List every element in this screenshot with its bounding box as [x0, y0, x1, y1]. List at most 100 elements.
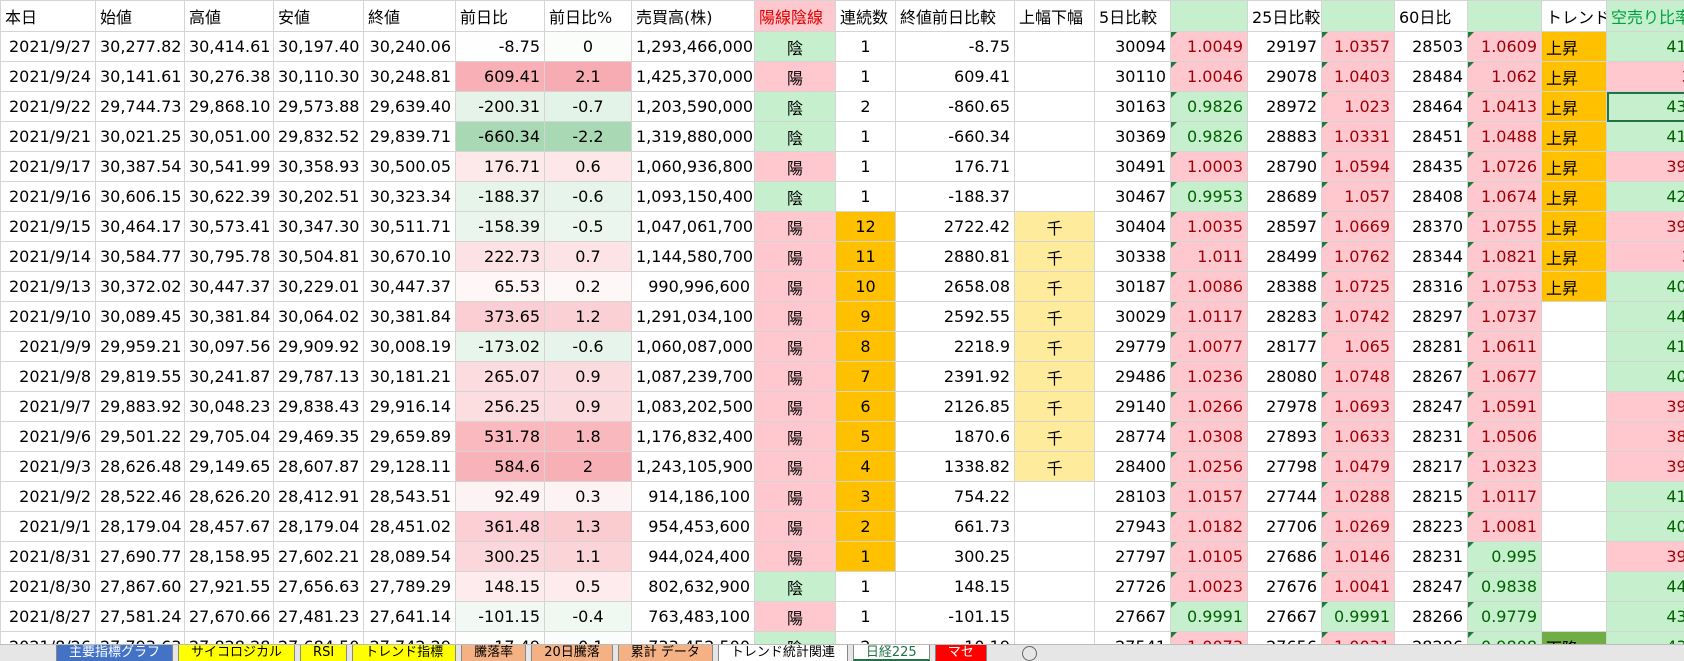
cell: 千 — [1015, 332, 1095, 362]
cell: 1 — [836, 542, 896, 572]
cell: 30369 — [1095, 122, 1171, 152]
cell: 29,838.43 — [274, 392, 364, 422]
cell: -8.75 — [456, 32, 545, 62]
cell: 28316 — [1395, 272, 1468, 302]
cell: 1.0035 — [1171, 212, 1248, 242]
cell: 1 — [836, 62, 896, 92]
cell: 7 — [836, 362, 896, 392]
column-header: 陽線陰線 — [755, 1, 836, 32]
cell: 陽 — [755, 212, 836, 242]
cell: 65.53 — [456, 272, 545, 302]
cell: 584.6 — [456, 452, 545, 482]
sheet-tab[interactable]: トレンド統計関連 — [718, 645, 848, 661]
sheet-tab[interactable]: 騰落率 — [461, 645, 526, 661]
cell: 27,793.63 — [96, 632, 185, 645]
cell: 陽 — [755, 302, 836, 332]
cell: 28,607.87 — [274, 452, 364, 482]
cell: 30,323.34 — [364, 182, 456, 212]
cell: 2 — [836, 632, 896, 645]
cell: 30,064.02 — [274, 302, 364, 332]
cell: 1,293,466,000 — [632, 32, 755, 62]
cell: 30,240.06 — [364, 32, 456, 62]
cell: 千 — [1015, 242, 1095, 272]
cell: 30,141.61 — [96, 62, 185, 92]
cell: 44.8 — [1607, 572, 1684, 602]
cell: -101.15 — [896, 602, 1015, 632]
cell: 30,387.54 — [96, 152, 185, 182]
sheet-tab[interactable]: サイコロジカル — [178, 645, 295, 661]
cell: 2021/9/10 — [1, 302, 96, 332]
cell: 0.7 — [545, 242, 632, 272]
cell: 40.1 — [1607, 362, 1684, 392]
add-sheet-button[interactable] — [1022, 646, 1037, 661]
sheet-tab-bar: 主要指標グラフサイコロジカル RSI トレンド指標騰落率 20日騰落累計 データトレン… — [0, 644, 1684, 661]
cell: 0.9 — [545, 392, 632, 422]
cell — [1015, 62, 1095, 92]
cell: 2021/9/3 — [1, 452, 96, 482]
cell: 1.0591 — [1468, 392, 1542, 422]
cell: 2218.9 — [896, 332, 1015, 362]
cell: 1,047,061,700 — [632, 212, 755, 242]
sheet-tab[interactable]: 主要指標グラフ — [56, 645, 173, 661]
cell: -200.31 — [456, 92, 545, 122]
cell: 1,083,202,500 — [632, 392, 755, 422]
cell: 2021/8/31 — [1, 542, 96, 572]
cell: 28774 — [1095, 422, 1171, 452]
cell: 30,381.84 — [364, 302, 456, 332]
cell: 29,705.04 — [185, 422, 274, 452]
column-header: 売買高(株) — [632, 1, 755, 32]
cell: 2592.55 — [896, 302, 1015, 332]
cell — [1542, 482, 1607, 512]
sheet-tab[interactable]: トレンド指標 — [352, 645, 456, 661]
cell: 1.0609 — [1468, 32, 1542, 62]
cell: 2021/9/27 — [1, 32, 96, 62]
cell: 上昇 — [1542, 32, 1607, 62]
cell: 27706 — [1248, 512, 1322, 542]
sheet-tab[interactable]: マセ — [935, 645, 987, 661]
cell: 27667 — [1248, 602, 1322, 632]
cell: 30404 — [1095, 212, 1171, 242]
cell: 0.9838 — [1468, 572, 1542, 602]
cell: 陰 — [755, 632, 836, 645]
cell: 1 — [836, 602, 896, 632]
cell: 27686 — [1248, 542, 1322, 572]
cell: 1.0256 — [1171, 452, 1248, 482]
cell: -17.49 — [456, 632, 545, 645]
sheet-tab[interactable]: 累計 データ — [618, 645, 713, 661]
cell: 29,659.89 — [364, 422, 456, 452]
cell: 28223 — [1395, 512, 1468, 542]
cell: 上昇 — [1542, 272, 1607, 302]
sheet-tab[interactable]: 20日騰落 — [531, 645, 613, 661]
cell: 2021/9/21 — [1, 122, 96, 152]
cell: 1.0748 — [1322, 362, 1395, 392]
cell: 29,868.10 — [185, 92, 274, 122]
cell: 4 — [836, 452, 896, 482]
cell: 1,087,239,700 — [632, 362, 755, 392]
cell: 上昇 — [1542, 92, 1607, 122]
cell: 1.065 — [1322, 332, 1395, 362]
cell: 1,319,880,000 — [632, 122, 755, 152]
cell: 27667 — [1095, 602, 1171, 632]
column-header: 始値 — [96, 1, 185, 32]
cell: 0 — [545, 32, 632, 62]
column-header — [1171, 1, 1248, 32]
cell: 30,504.81 — [274, 242, 364, 272]
sheet-tab[interactable]: 日経225 — [853, 645, 930, 661]
cell: 30,511.71 — [364, 212, 456, 242]
cell: 11 — [836, 242, 896, 272]
cell: 1.0086 — [1171, 272, 1248, 302]
cell: 28,626.20 — [185, 482, 274, 512]
cell: 1.3 — [545, 512, 632, 542]
cell: 176.71 — [456, 152, 545, 182]
cell: 2021/9/1 — [1, 512, 96, 542]
cell: 30338 — [1095, 242, 1171, 272]
cell: 28283 — [1248, 302, 1322, 332]
sheet-tab[interactable]: RSI — [300, 645, 347, 661]
cell: 2021/8/30 — [1, 572, 96, 602]
cell: 41.7 — [1607, 332, 1684, 362]
cell: 28503 — [1395, 32, 1468, 62]
cell: 27,684.50 — [274, 632, 364, 645]
column-header: トレンド — [1542, 1, 1607, 32]
